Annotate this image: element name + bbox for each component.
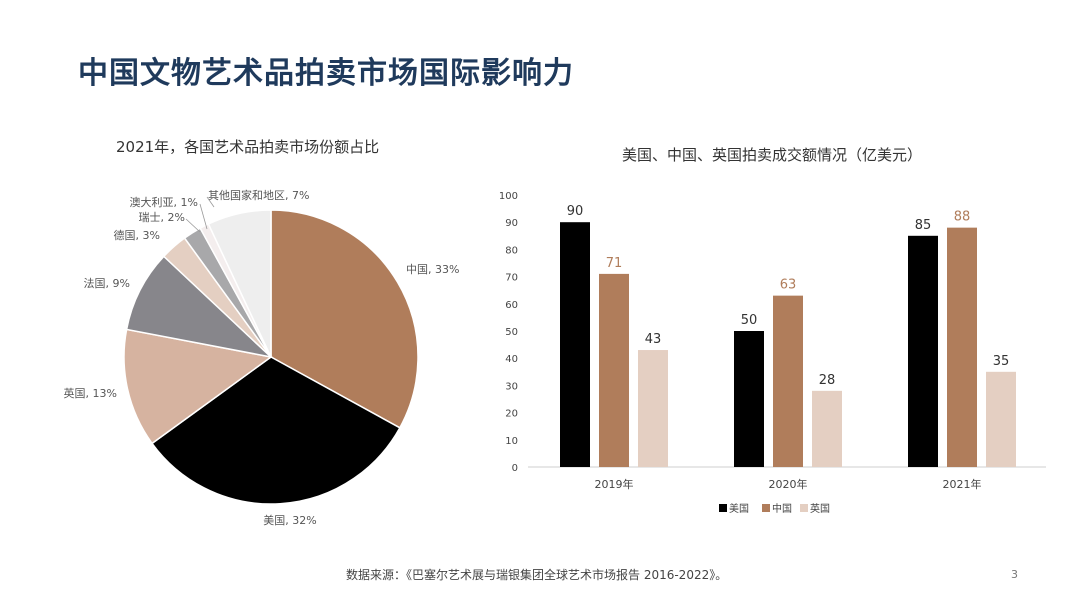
bar: [986, 371, 1016, 467]
pie-slice-label: 中国, 33%: [406, 263, 459, 276]
bar-data-label: 28: [819, 373, 836, 388]
y-tick-label: 30: [505, 381, 518, 392]
pie-slice-label: 德国, 3%: [114, 228, 160, 242]
legend-swatch: [719, 504, 727, 512]
pie-slice-label: 法国, 9%: [84, 276, 130, 290]
bar-data-label: 71: [606, 256, 623, 271]
pie-chart-title: 2021年，各国艺术品拍卖市场份额占比: [116, 138, 380, 156]
bar-data-label: 35: [993, 354, 1010, 369]
y-tick-label: 40: [505, 354, 518, 365]
y-tick-label: 100: [499, 191, 518, 202]
x-tick-label: 2021年: [943, 477, 982, 491]
y-tick-label: 60: [505, 300, 518, 311]
pie-leader-line: [199, 203, 208, 230]
y-tick-label: 90: [505, 218, 518, 229]
pie-slice: [125, 255, 274, 359]
bar-data-label: 63: [780, 278, 797, 293]
y-tick-label: 70: [505, 273, 518, 284]
bar-chart-title: 美国、中国、英国拍卖成交额情况（亿美元）: [622, 146, 923, 164]
pie-leader-line: [185, 218, 201, 233]
bar: [560, 222, 590, 467]
bar: [947, 227, 977, 467]
y-tick-label: 20: [505, 409, 518, 420]
pie-slice: [207, 209, 272, 358]
y-tick-label: 10: [505, 436, 518, 447]
pie-leader-line: [206, 196, 215, 208]
pie-slice: [270, 209, 419, 429]
page-title: 中国文物艺术品拍卖市场国际影响力: [78, 56, 574, 91]
x-tick-label: 2020年: [769, 477, 808, 491]
legend-swatch: [762, 504, 770, 512]
legend-label: 英国: [810, 502, 830, 515]
pie-slice: [123, 328, 273, 445]
bar: [908, 235, 938, 467]
legend-label: 美国: [729, 502, 749, 515]
bar: [638, 350, 668, 467]
bar-data-label: 90: [567, 204, 584, 219]
pie-slice-label: 其他国家和地区, 7%: [208, 188, 309, 202]
pie-slice-label: 美国, 32%: [263, 514, 316, 527]
y-tick-label: 50: [505, 327, 518, 338]
bar: [812, 390, 842, 467]
pie-slice-label: 瑞士, 2%: [139, 210, 185, 224]
page-number: 3: [1011, 568, 1018, 581]
legend-label: 中国: [772, 502, 792, 515]
bar: [734, 331, 764, 467]
legend-swatch: [800, 504, 808, 512]
pie-slice: [151, 356, 401, 505]
bar: [773, 295, 803, 467]
bar-data-label: 43: [645, 332, 662, 347]
y-tick-label: 0: [512, 463, 518, 474]
bar: [599, 273, 629, 467]
x-tick-label: 2019年: [595, 477, 634, 491]
bar-data-label: 88: [954, 210, 971, 225]
bar-data-label: 85: [915, 218, 932, 233]
data-source-note: 数据来源：《巴塞尔艺术展与瑞银集团全球艺术市场报告 2016-2022》。: [346, 568, 728, 582]
pie-slice-label: 澳大利亚, 1%: [130, 195, 198, 209]
pie-slice-label: 英国, 13%: [64, 386, 117, 400]
y-tick-label: 80: [505, 245, 518, 256]
bar-data-label: 50: [741, 313, 758, 328]
